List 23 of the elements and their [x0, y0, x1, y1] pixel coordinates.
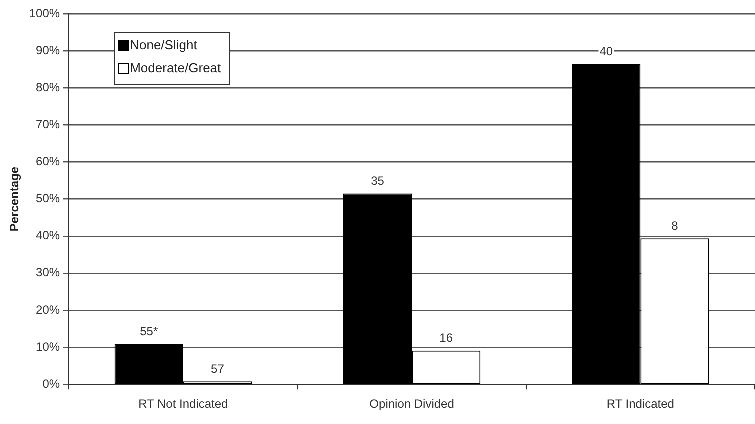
annotation: 35	[371, 174, 385, 188]
annotation: 16	[440, 331, 454, 346]
y-tick-label: 10%	[36, 340, 60, 354]
y-tick-label: 30%	[36, 266, 60, 280]
legend-label: Moderate/Great	[130, 60, 222, 76]
y-tick-label: 60%	[36, 154, 60, 169]
y-tick-label: 0%	[42, 376, 60, 391]
y-tick-label: 40%	[36, 228, 60, 243]
y-tick-label: 50%	[36, 192, 60, 206]
y-tick-label: 90%	[36, 43, 60, 58]
legend-label: None/Slight	[130, 38, 198, 53]
y-tick-label: 20%	[36, 302, 60, 317]
annotation: 8	[672, 218, 679, 233]
y-axis-title: Percentage	[8, 166, 22, 232]
annotation: 57	[211, 362, 225, 376]
annotation: 55*	[140, 324, 158, 339]
x-tick-label: RT Indicated	[606, 397, 674, 412]
y-tick-label: 100%	[29, 6, 60, 20]
x-tick-label: Opinion Divided	[370, 397, 454, 412]
x-tick-label: RT Not Indicated	[138, 397, 228, 412]
annotation: 40	[600, 44, 614, 59]
y-tick-label: 70%	[36, 117, 60, 132]
y-tick-label: 80%	[36, 80, 60, 94]
